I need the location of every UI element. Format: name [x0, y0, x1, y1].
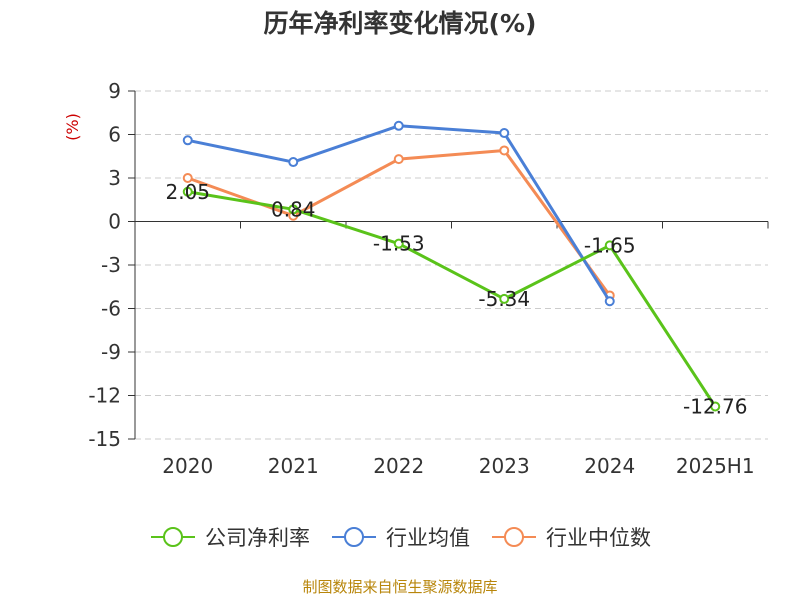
y-tick-label: -3	[101, 253, 121, 277]
data-label: 2.05	[165, 180, 210, 204]
legend-item[interactable]: 公司净利率	[149, 522, 310, 552]
series-line-1	[187, 124, 612, 303]
y-tick-label: 6	[108, 123, 121, 147]
series-lines	[182, 120, 721, 412]
data-point	[393, 120, 404, 131]
y-tick-label: 9	[108, 79, 121, 103]
x-tick-label: 2020	[162, 454, 213, 478]
x-tick-label: 2024	[584, 454, 635, 478]
y-tick-label: -12	[88, 384, 121, 408]
data-point	[499, 128, 510, 139]
legend-circle	[344, 527, 364, 547]
data-point	[393, 154, 404, 165]
legend-item[interactable]: 行业均值	[330, 522, 470, 552]
legend-circle	[163, 527, 183, 547]
data-point	[182, 135, 193, 146]
data-point	[604, 240, 615, 251]
data-point	[604, 296, 615, 307]
data-label: -1.65	[584, 233, 636, 257]
y-tick-label: -9	[101, 340, 121, 364]
chart-title: 历年净利率变化情况(%)	[263, 9, 537, 38]
source-note: 制图数据来自恒生聚源数据库	[302, 578, 498, 596]
legend-label: 行业均值	[386, 526, 470, 550]
legend-label: 公司净利率	[205, 526, 310, 550]
legend-label: 行业中位数	[546, 526, 651, 550]
series-line-0	[187, 190, 717, 408]
data-point	[182, 186, 193, 197]
data-point	[499, 145, 510, 156]
legend-marker-icon	[332, 527, 376, 547]
data-label: -5.34	[478, 287, 530, 311]
legend-circle	[504, 527, 524, 547]
data-point	[393, 238, 404, 249]
legend-item[interactable]: 行业中位数	[490, 522, 651, 552]
data-point	[288, 204, 299, 215]
data-point	[182, 173, 193, 183]
x-tick-label: 2023	[479, 454, 530, 478]
data-labels: 2.05 0.84 -1.53 -5.34 -1.65 -12.76	[165, 180, 747, 419]
y-tick-label: 3	[108, 166, 121, 190]
series-line-2	[187, 148, 611, 297]
y-tick-label: 0	[108, 210, 121, 234]
x-tick-label: 2022	[373, 454, 424, 478]
y-axis-label: (%)	[63, 113, 82, 141]
axes: 9 6 3 0 -3 -6 -9 -12 -15 2020 2021 2022 2023 2024 2025…	[63, 79, 769, 478]
data-point	[710, 401, 721, 412]
data-point	[288, 157, 299, 168]
grid-lines	[135, 90, 768, 440]
x-tick-label: 2021	[268, 454, 319, 478]
y-tick-label: -15	[88, 427, 121, 451]
legend-marker-icon	[151, 527, 195, 547]
legend-marker-icon	[492, 527, 536, 547]
data-label: 0.84	[271, 197, 316, 221]
y-tick-label: -6	[101, 297, 121, 321]
data-label: -1.53	[373, 232, 425, 256]
data-point	[499, 293, 510, 304]
data-label: -12.76	[683, 395, 747, 419]
x-tick-label: 2025H1	[676, 454, 755, 478]
legend: 公司净利率 行业均值 行业中位数	[0, 520, 800, 554]
